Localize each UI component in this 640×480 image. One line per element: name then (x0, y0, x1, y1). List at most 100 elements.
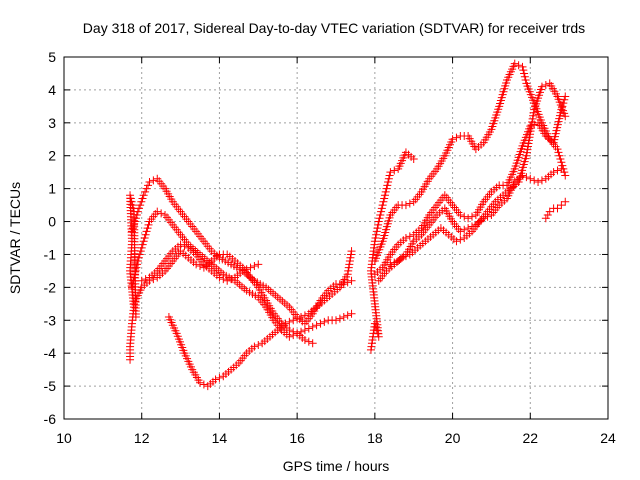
data-point (129, 204, 138, 213)
data-point (347, 247, 356, 256)
data-point (285, 326, 294, 335)
data-point (215, 273, 224, 282)
x-tick-label: 12 (134, 430, 150, 446)
y-tick-label: -3 (44, 312, 57, 328)
data-point (452, 133, 461, 142)
data-point (554, 148, 563, 157)
data-point (456, 210, 465, 219)
data-point (405, 232, 414, 241)
data-point (196, 378, 204, 387)
y-tick-label: -1 (44, 246, 57, 262)
data-point (238, 266, 247, 275)
data-point (371, 234, 380, 242)
data-point (153, 207, 162, 216)
data-point (553, 166, 562, 175)
data-point (138, 240, 147, 249)
data-point (297, 327, 306, 336)
data-point (199, 380, 208, 389)
x-axis-ticks: 10 12 14 16 18 20 22 24 (56, 57, 616, 446)
data-point (376, 210, 385, 219)
data-point (219, 275, 228, 284)
data-point (142, 227, 151, 236)
data-point (149, 275, 158, 284)
data-point (377, 204, 386, 213)
data-point (520, 69, 529, 78)
data-point (380, 194, 389, 203)
data-point (242, 265, 251, 274)
data-point (448, 135, 457, 144)
data-point (370, 237, 379, 246)
data-point (518, 171, 527, 180)
data-point (561, 197, 570, 206)
data-point (479, 214, 488, 223)
data-point (543, 210, 552, 219)
y-tick-label: -4 (44, 345, 57, 361)
data-point (464, 214, 473, 223)
data-point (401, 234, 410, 242)
data-point (561, 92, 570, 101)
y-tick-label: -2 (44, 279, 57, 295)
data-point (137, 197, 146, 206)
data-point (130, 217, 139, 226)
data-point (380, 191, 389, 200)
data-point (549, 168, 558, 177)
data-point (254, 260, 263, 269)
data-point (142, 184, 151, 193)
data-point (390, 258, 399, 267)
data-point (372, 230, 381, 239)
data-point (526, 174, 535, 183)
data-point (377, 207, 386, 216)
data-point (215, 373, 224, 382)
data-point (346, 253, 355, 262)
data-point (126, 194, 135, 203)
data-point (227, 275, 236, 284)
data-point (140, 234, 149, 242)
data-point (537, 82, 546, 91)
data-point (460, 225, 469, 234)
data-point (281, 319, 290, 328)
data-point (138, 194, 147, 203)
chart-title: Day 318 of 2017, Sidereal Day-to-day VTE… (83, 20, 585, 36)
data-point (456, 227, 465, 236)
data-point (519, 66, 528, 75)
data-point (339, 312, 348, 321)
data-point (556, 155, 565, 164)
data-point (452, 237, 461, 246)
data-point (246, 263, 255, 272)
data-point (345, 260, 354, 269)
data-point (561, 112, 570, 121)
data-point (144, 220, 153, 229)
data-point (522, 173, 531, 182)
data-point (398, 253, 407, 262)
data-point (555, 151, 564, 160)
data-point (297, 312, 306, 321)
data-point (127, 197, 136, 206)
data-point (537, 176, 546, 185)
data-point (541, 214, 550, 223)
data-point (141, 230, 150, 239)
data-point (385, 171, 394, 180)
data-point (134, 253, 143, 262)
data-point (304, 337, 313, 346)
y-tick-label: -5 (44, 378, 57, 394)
data-point (312, 321, 321, 330)
data-point (381, 187, 390, 196)
data-point (344, 263, 353, 272)
data-point (557, 201, 566, 210)
data-point (390, 166, 399, 175)
data-point (347, 309, 356, 318)
x-axis-label: GPS time / hours (283, 458, 390, 474)
data-point (409, 155, 418, 164)
data-point (316, 319, 325, 328)
data-point (557, 164, 566, 173)
data-point (300, 336, 309, 345)
data-point (139, 237, 148, 246)
data-point (375, 214, 384, 223)
data-point (176, 240, 185, 249)
data-point (346, 250, 355, 259)
data-point (530, 176, 539, 185)
data-points (126, 59, 570, 391)
data-point (384, 178, 393, 187)
data-point (304, 324, 313, 333)
data-point (401, 201, 410, 210)
